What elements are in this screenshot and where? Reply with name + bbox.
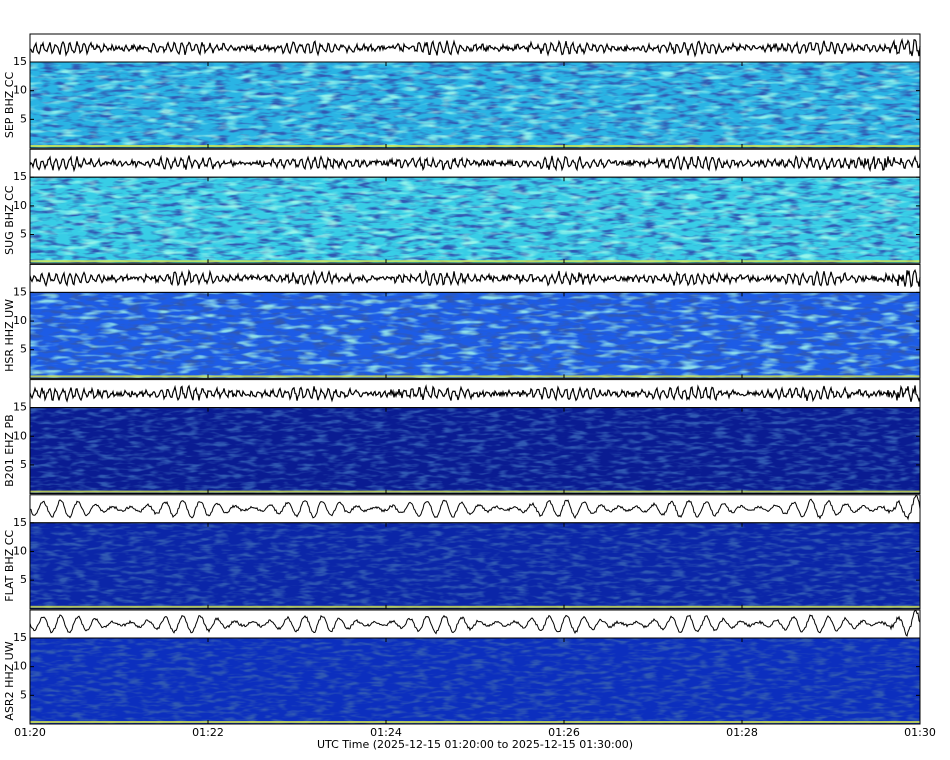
spectrogram-noise [30,522,920,609]
spectrogram-noise [30,292,920,379]
x-tick-label: 01:28 [726,726,758,739]
station-label: HSR HHZ UW [3,299,16,372]
x-tick-label: 01:22 [192,726,224,739]
y-tick-label: 5 [20,228,27,241]
station-label: FLAT BHZ CC [3,530,16,602]
spectrogram-frame [29,637,921,725]
y-tick-label: 10 [13,84,27,97]
y-tick-label: 15 [13,516,27,529]
seismogram-trace [29,37,921,58]
y-tick-label: 15 [13,631,27,644]
seismogram-trace [29,269,921,288]
seismogram-trace [29,384,921,403]
spectrogram-frame [29,407,921,495]
low-frequency-band [30,605,920,608]
y-tick-label: 15 [13,170,27,183]
y-tick-label: 10 [13,429,27,442]
low-frequency-band [30,721,920,723]
x-tick-label: 01:24 [370,726,402,739]
y-tick-label: 15 [13,285,27,298]
trace-box [29,148,921,178]
station-label: B201 EHZ PB [3,414,16,486]
station-label: ASR2 HHZ UW [3,641,16,720]
y-tick-label: 10 [13,544,27,557]
y-tick-label: 10 [13,199,27,212]
spectrogram-noise [30,177,920,264]
seismogram-trace [29,610,921,637]
low-frequency-band [30,490,920,493]
y-tick-label: 5 [20,573,27,586]
low-frequency-band [30,145,920,147]
spectrogram-frame [29,176,921,264]
y-tick-label: 15 [13,401,27,414]
x-tick-label: 01:26 [548,726,580,739]
y-tick-label: 10 [13,660,27,673]
spectrogram-noise [30,407,920,494]
y-tick-label: 5 [20,343,27,356]
spectrogram-frame [29,61,921,149]
y-tick-label: 5 [20,458,27,471]
spectrogram-frame [29,522,921,610]
trace-box [29,609,921,639]
low-frequency-band [30,375,920,378]
spectrogram-noise [30,62,920,148]
y-tick-label: 5 [20,112,27,125]
trace-box [29,263,921,293]
seismogram-trace [29,154,921,173]
y-tick-label: 15 [13,55,27,68]
low-frequency-band [30,260,920,263]
spectrogram-noise [30,638,920,724]
x-axis-label: UTC Time (2025-12-15 01:20:00 to 2025-12… [317,738,633,751]
station-label: SEP BHZ CC [3,72,16,139]
x-tick-label: 01:30 [904,726,936,739]
y-tick-label: 10 [13,314,27,327]
y-tick-label: 5 [20,688,27,701]
spectrogram-frame [29,291,921,379]
x-tick-label: 01:20 [14,726,46,739]
station-label: SUG BHZ CC [3,185,16,255]
seismogram-trace [29,494,921,521]
